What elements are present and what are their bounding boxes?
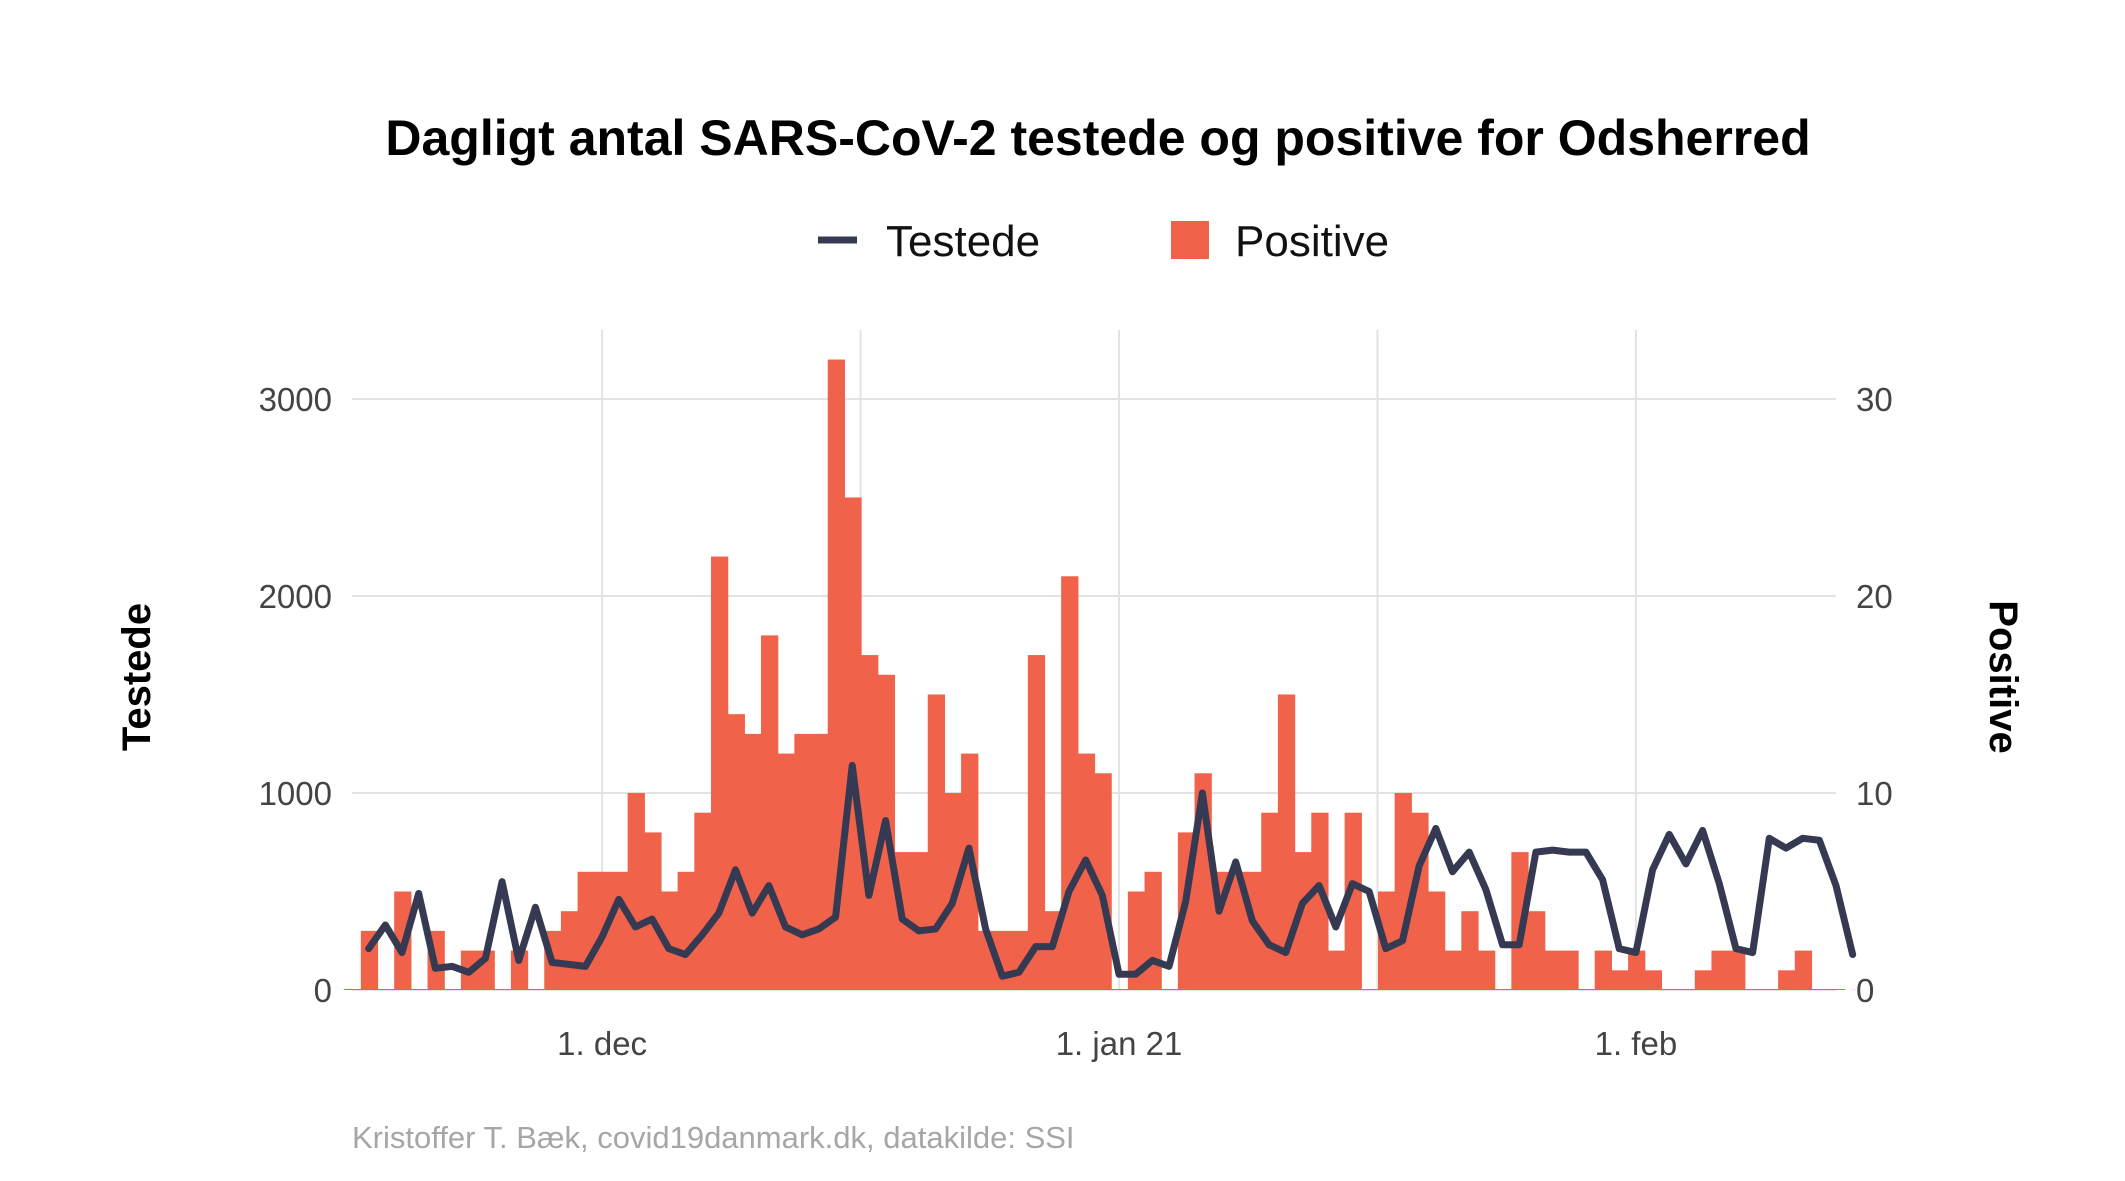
x-tick-label: 1. jan 21 [1056,1025,1183,1062]
chart-title: Dagligt antal SARS-CoV-2 testede og posi… [385,110,1810,166]
positive-bar [344,989,362,990]
positive-bar [1111,989,1129,990]
y-left-ticks: 0 1000 2000 3000 [259,381,332,1009]
positive-bar [1544,950,1562,990]
positive-bar [1461,911,1479,990]
positive-bar [610,871,629,990]
positive-bar [577,871,595,990]
y-left-axis-title: Testede [115,603,159,751]
positive-bar [1261,812,1279,990]
legend-testede-label: Testede [886,217,1040,266]
positive-bar [1761,989,1779,990]
positive-bar [444,989,462,990]
positive-bar [1361,989,1379,990]
y-left-tick-label: 3000 [259,381,332,418]
positive-bar [1277,694,1296,990]
y-left-tick-label: 0 [314,972,332,1009]
x-tick-label: 1. feb [1595,1025,1678,1062]
x-tick-label: 1. dec [557,1025,647,1062]
y-left-tick-label: 2000 [259,578,332,615]
positive-bar [794,733,812,990]
positive-bar [1678,989,1696,990]
positive-bar [1528,911,1546,990]
positive-bar [961,753,979,990]
positive-bar [1127,891,1146,990]
positive-bar [1144,871,1162,990]
positive-bar [761,635,779,990]
positive-bar [1794,950,1813,990]
positive-bar [1494,989,1512,990]
positive-bar [1027,655,1046,990]
positive-bar [710,556,729,990]
positive-bar [1478,950,1496,990]
legend-positive-swatch [1171,221,1209,259]
positive-bar [927,694,946,990]
positive-bar [744,733,762,990]
positive-bar [560,911,579,990]
positive-bar [1077,753,1096,990]
positive-bar [1661,989,1679,990]
positive-bar [1744,989,1763,990]
chart-caption: Kristoffer T. Bæk, covid19danmark.dk, da… [352,1120,1075,1155]
positive-bar [627,792,645,990]
legend-positive-label: Positive [1235,217,1389,266]
positive-bar [1694,970,1713,990]
positive-bar [1311,812,1329,990]
positive-bar [827,359,845,990]
positive-bar [1061,576,1079,990]
positive-bar [694,812,712,990]
positive-bar [1811,989,1829,990]
positive-bar [410,989,429,990]
positive-bar [1394,792,1412,990]
x-ticks: 1. dec 1. jan 21 1. feb [557,1025,1677,1062]
positive-bar [1644,970,1663,990]
legend: Testede Positive [818,217,1389,266]
positive-bar [844,497,862,990]
y-right-tick-label: 10 [1856,775,1893,812]
y-right-tick-label: 30 [1856,381,1893,418]
positive-bar [1728,950,1746,990]
positive-bar [494,989,512,990]
positive-bar [644,832,662,990]
positive-bar [660,891,679,990]
positive-bar [1628,950,1646,990]
positive-bar [1344,812,1362,990]
positive-bar [527,989,545,990]
positive-bar [727,714,745,990]
positive-bar [811,733,829,990]
testede-line-layer [365,761,1857,980]
positive-bar [1778,970,1796,990]
testede-line [365,761,1857,980]
y-right-axis-title: Positive [1981,600,2025,753]
positive-bar [377,989,395,990]
positive-bar [1711,950,1729,990]
positive-bar [1611,970,1629,990]
positive-bar [1578,989,1596,990]
y-right-tick-label: 20 [1856,578,1893,615]
positive-bar [777,753,795,990]
y-right-tick-label: 0 [1856,972,1874,1009]
positive-bar [1227,871,1246,990]
positive-bar [911,852,929,990]
positive-bars [344,359,1846,990]
positive-bar [861,655,879,990]
positive-bar [1444,950,1462,990]
positive-bar [1161,989,1179,990]
positive-bar [1561,950,1579,990]
positive-bar [1294,852,1312,990]
y-right-ticks: 0 10 20 30 [1856,381,1893,1009]
positive-bar [677,871,695,990]
positive-bar [1327,950,1346,990]
positive-bar [1828,989,1846,990]
positive-bar [1427,891,1446,990]
positive-bar [1594,950,1612,990]
y-left-tick-label: 1000 [259,775,332,812]
